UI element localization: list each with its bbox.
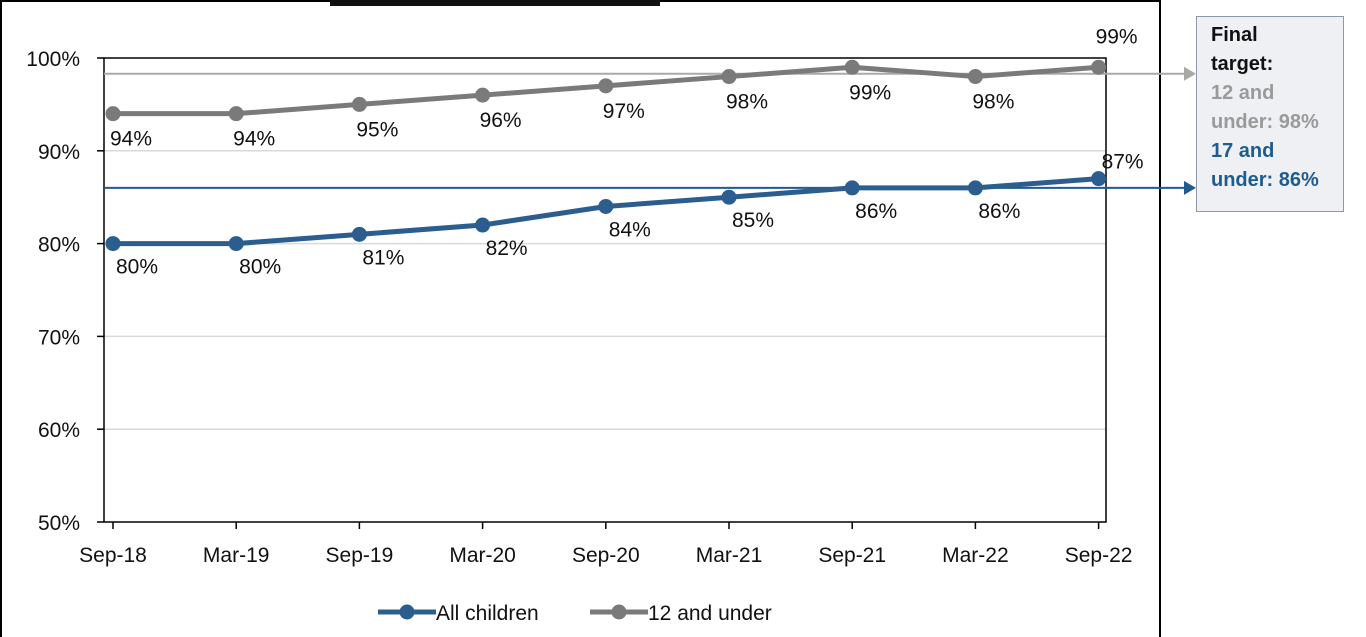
data-point [967, 180, 983, 196]
x-tick-label: Sep-20 [572, 544, 640, 567]
data-label: 94% [233, 128, 275, 151]
data-label: 99% [849, 81, 891, 104]
data-labels: 80% 80% 81% 82% 84% 85% 86% 86% 87% 94% 94% 95% 96% 9… [110, 25, 1144, 278]
legend-marker [611, 604, 627, 620]
data-point [1091, 171, 1107, 187]
x-tick-label: Mar-22 [942, 544, 1009, 567]
target-12-under-line2: under: 98% [1211, 111, 1319, 133]
data-label: 80% [239, 256, 281, 279]
plot-area-border [103, 57, 1107, 523]
y-tick-label: 60% [38, 419, 80, 442]
target-heading-line1: Final [1211, 24, 1258, 46]
x-tick-label: Mar-19 [203, 544, 270, 567]
y-axis-ticks: 50% 60% 70% 80% 90% 100% [26, 48, 104, 535]
gridlines [104, 150, 1106, 430]
series-layer [105, 59, 1107, 252]
data-point [721, 69, 737, 85]
data-label: 98% [726, 91, 768, 114]
data-point [475, 87, 491, 103]
x-axis-ticks: Sep-18 Mar-19 Sep-19 Mar-20 Sep-20 Mar-21 Sep-… [79, 522, 1132, 567]
x-tick-label: Sep-22 [1065, 544, 1133, 567]
data-label: 96% [480, 109, 522, 132]
data-point [844, 59, 860, 75]
legend-label: 12 and under [648, 602, 772, 625]
data-label: 99% [1096, 25, 1138, 48]
target-12-under-line1: 12 and [1211, 82, 1275, 104]
target-17-under-line1: 17 and [1211, 140, 1275, 162]
data-point [351, 96, 367, 112]
data-label: 94% [110, 128, 152, 151]
data-label: 86% [855, 200, 897, 223]
data-point [598, 198, 614, 214]
y-tick-label: 50% [38, 512, 80, 535]
x-tick-label: Sep-18 [79, 544, 147, 567]
target-arrowhead [1184, 180, 1196, 195]
data-point [228, 236, 244, 252]
data-point [475, 217, 491, 233]
data-point [598, 78, 614, 94]
data-point [351, 226, 367, 242]
y-tick-label: 90% [38, 141, 80, 164]
y-tick-label: 70% [38, 326, 80, 349]
data-label: 84% [609, 218, 651, 241]
data-point [1091, 59, 1107, 75]
data-point [844, 180, 860, 196]
x-tick-label: Sep-21 [818, 544, 886, 567]
final-target-box: Final target: 12 and under: 98% 17 and u… [1196, 16, 1344, 212]
x-tick-label: Sep-19 [326, 544, 394, 567]
data-point [721, 189, 737, 205]
data-point [228, 106, 244, 122]
target-17-under-line2: under: 86% [1211, 169, 1319, 191]
data-point [105, 236, 121, 252]
data-label: 80% [116, 256, 158, 279]
target-heading-line2: target: [1211, 53, 1274, 75]
legend-marker [399, 604, 415, 620]
x-tick-label: Mar-20 [449, 544, 516, 567]
target-arrowhead [1184, 66, 1196, 81]
data-label: 85% [732, 209, 774, 232]
y-tick-label: 100% [26, 48, 80, 71]
data-label: 86% [978, 200, 1020, 223]
x-tick-label: Mar-21 [696, 544, 763, 567]
legend-label: All children [436, 602, 539, 625]
y-tick-label: 80% [38, 234, 80, 257]
title-band [330, 0, 660, 6]
data-label: 98% [972, 91, 1014, 114]
data-point [967, 69, 983, 85]
data-label: 87% [1102, 151, 1144, 174]
data-label: 97% [603, 100, 645, 123]
data-point [105, 106, 121, 122]
data-label: 81% [362, 246, 404, 269]
data-label: 95% [356, 118, 398, 141]
data-label: 82% [486, 237, 528, 260]
legend: All children 12 and under [378, 602, 772, 625]
